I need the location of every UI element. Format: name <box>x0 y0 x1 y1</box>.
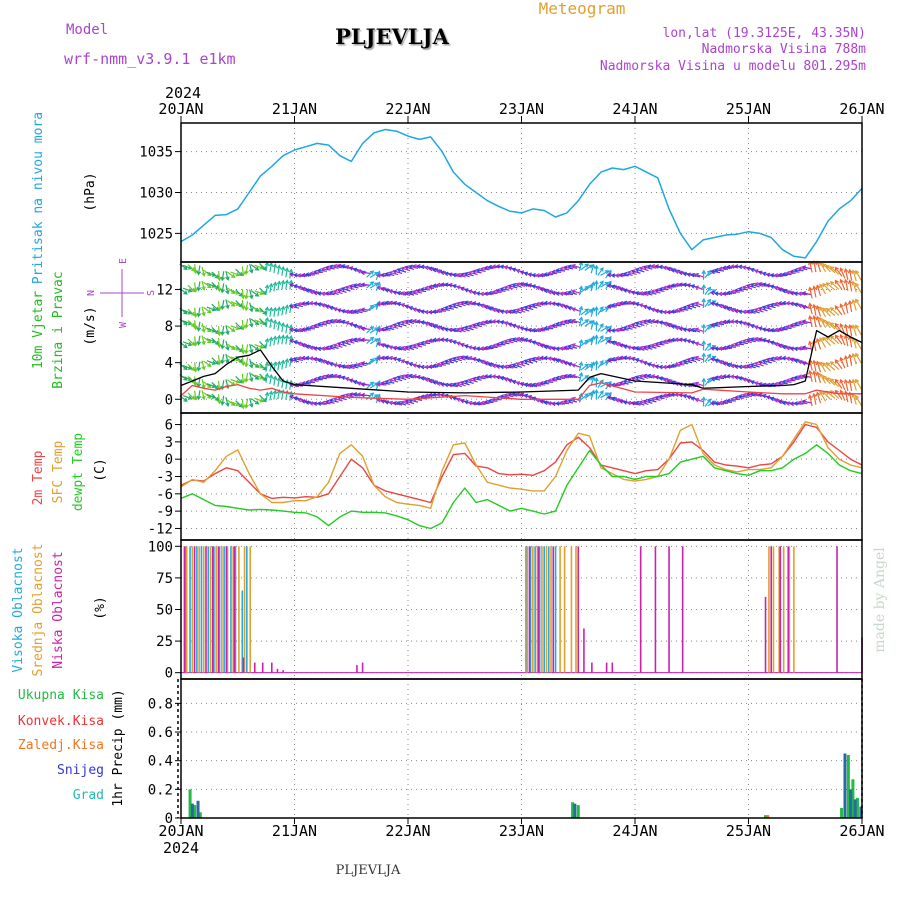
wind-ytick-label: 12 <box>156 282 173 298</box>
precip-ylabel: 1hr Precip (mm) Ukupna Kisa Konvek.Kisa … <box>18 688 126 807</box>
temperature-ylabel: 2m Temp SFC Temp dewpt Temp (C) <box>31 433 108 511</box>
temp-ytick-label: -6 <box>156 487 173 503</box>
bottom-date-label: 20JAN <box>158 822 203 840</box>
cloud-ytick-label: 0 <box>165 666 173 682</box>
wind-ylabel-unit: (m/s) <box>83 306 98 345</box>
direction-south: S <box>146 290 157 296</box>
temp-ytick-label: 0 <box>165 452 173 468</box>
station-title: PLJEVLJA <box>335 24 449 49</box>
temp-ylabel-2m: 2m Temp <box>31 450 46 505</box>
top-date-label: 20JAN <box>158 100 203 118</box>
precip-snow-bar <box>197 801 200 818</box>
station-coords: lon,lat (19.3125E, 43.35N) <box>663 26 867 41</box>
direction-east: E <box>118 258 129 264</box>
pressure-ylabel-name: Pritisak na nivou mora <box>31 112 46 284</box>
precip-rain-bar <box>840 808 843 818</box>
bottom-date-label: 26JAN <box>839 822 884 840</box>
precip-ylabel-unit: 1hr Precip (mm) <box>111 689 126 806</box>
legend-graupel: Grad <box>73 788 104 803</box>
precip-rain-bar <box>577 805 580 818</box>
product-title: Meteogram <box>539 0 626 18</box>
model-elevation: Nadmorska Visina u modelu 801.295m <box>600 59 866 74</box>
direction-north: N <box>86 290 97 296</box>
temperature-panel: -12-9-6-3 036 <box>148 413 862 540</box>
wind-ylabel-line1: 10m Vjetar <box>31 291 46 369</box>
temp-ytick-label: 6 <box>165 418 173 434</box>
pressure-ytick-label: 1035 <box>139 145 173 161</box>
cloud-ylabel-low: Niska Oblacnost <box>51 551 66 668</box>
cloud-panel: 0 25 50 75 100 <box>148 539 862 681</box>
cloud-ylabel-unit: (%) <box>93 596 108 619</box>
precip-ytick-label: 0.6 <box>148 725 173 741</box>
cloud-ytick-label: 75 <box>156 571 173 587</box>
bottom-date-label: 21JAN <box>272 822 317 840</box>
temp-ylabel-dewpt: dewpt Temp <box>71 433 86 511</box>
bottom-year-label: 2024 <box>163 839 199 857</box>
wind-ytick-label: 8 <box>165 319 173 335</box>
wind-panel: 0 4 8 12 <box>156 261 862 413</box>
temp-ylabel-unit: (C) <box>93 458 108 481</box>
precip-snow-bar <box>573 804 576 818</box>
model-label: Model <box>66 22 108 38</box>
temp-ytick-label: -9 <box>156 504 173 520</box>
wind-ylabel-line2: Brzina i Pravac <box>51 271 66 388</box>
bottom-date-label: 23JAN <box>499 822 544 840</box>
pressure-ylabel: Pritisak na nivou mora (hPa) <box>31 112 98 284</box>
temp-dewpt-line <box>181 445 862 529</box>
bottom-date-label: 25JAN <box>726 822 771 840</box>
station-elevation: Nadmorska Visina 788m <box>702 42 867 57</box>
top-date-label: 21JAN <box>272 100 317 118</box>
precip-snow-bar <box>849 789 852 818</box>
legend-total-rain: Ukupna Kisa <box>18 688 104 703</box>
legend-freezing-rain: Zaledj.Kisa <box>18 738 104 753</box>
temp-ytick-label: -12 <box>148 521 173 537</box>
precip-ytick-label: 0.4 <box>148 754 173 770</box>
footer-station: PLJEVLJA <box>336 863 401 878</box>
top-date-label: 23JAN <box>499 100 544 118</box>
wind-ytick-label: 4 <box>165 356 173 372</box>
cloud-ytick-label: 50 <box>156 603 173 619</box>
legend-snow: Snijeg <box>57 763 104 778</box>
temp-ylabel-sfc: SFC Temp <box>51 441 66 504</box>
pressure-ytick-label: 1025 <box>139 226 173 242</box>
pressure-ytick-label: 1030 <box>139 186 173 202</box>
temp-ytick-label: 3 <box>165 435 173 451</box>
model-name: wrf-nmm_v3.9.1 e1km <box>64 50 236 68</box>
wind-ytick-label: 0 <box>165 392 173 408</box>
bottom-date-axis: 20JAN 21JAN 22JAN 23JAN 24JAN 25JAN 26JAN <box>158 818 884 840</box>
precip-ytick-label: 0.2 <box>148 782 173 798</box>
credit-watermark: made by Angel <box>872 547 888 653</box>
wind-ylabel: 10m Vjetar Brzina i Pravac (m/s) N W E S <box>31 258 157 389</box>
bottom-date-label: 22JAN <box>385 822 430 840</box>
legend-convective-rain: Konvek.Kisa <box>18 714 104 729</box>
top-date-label: 26JAN <box>839 100 884 118</box>
precip-ytick-label: 0.8 <box>148 696 173 712</box>
temp-ytick-label: -3 <box>156 470 173 486</box>
precip-snow-bar <box>843 754 846 818</box>
cloud-ytick-label: 100 <box>148 539 173 555</box>
direction-west: W <box>118 321 129 328</box>
bottom-date-label: 24JAN <box>612 822 657 840</box>
cloud-ytick-label: 25 <box>156 634 173 650</box>
cloud-ylabel-mid: Srednja Oblacnost <box>31 543 46 676</box>
pressure-ylabel-unit: (hPa) <box>83 172 98 211</box>
precip-snow-bar <box>191 804 194 818</box>
top-date-axis: 20JAN 21JAN 22JAN 23JAN 24JAN 25JAN 26JAN <box>158 100 884 123</box>
precip-snow-bar <box>854 799 857 818</box>
top-date-label: 22JAN <box>385 100 430 118</box>
pressure-panel: 1025 1030 1035 <box>139 123 862 262</box>
top-date-label: 25JAN <box>726 100 771 118</box>
cloud-ylabel-high: Visoka Oblacnost <box>11 547 26 672</box>
cloud-ylabel: Visoka Oblacnost Srednja Oblacnost Niska… <box>11 543 108 676</box>
precip-panel: 00.20.40.60.8 <box>148 679 863 827</box>
top-date-label: 24JAN <box>612 100 657 118</box>
